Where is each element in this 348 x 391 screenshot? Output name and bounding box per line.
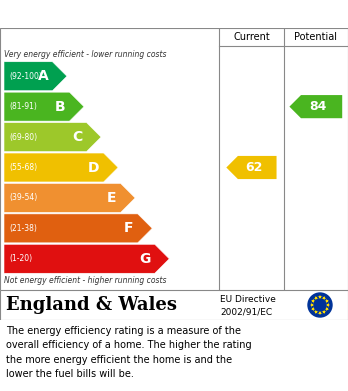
Text: (1-20): (1-20) <box>9 254 32 263</box>
Text: Energy Efficiency Rating: Energy Efficiency Rating <box>9 7 230 22</box>
Polygon shape <box>326 303 330 307</box>
Text: Potential: Potential <box>294 32 337 42</box>
Text: (92-100): (92-100) <box>9 72 42 81</box>
Text: The energy efficiency rating is a measure of the
overall efficiency of a home. T: The energy efficiency rating is a measur… <box>6 326 252 379</box>
Polygon shape <box>311 307 315 311</box>
Polygon shape <box>226 156 277 179</box>
Polygon shape <box>318 295 322 299</box>
Polygon shape <box>290 95 342 118</box>
Text: (81-91): (81-91) <box>9 102 37 111</box>
Text: (69-80): (69-80) <box>9 133 37 142</box>
Polygon shape <box>314 296 318 300</box>
Polygon shape <box>314 310 318 314</box>
Polygon shape <box>322 310 326 314</box>
Text: (39-54): (39-54) <box>9 194 37 203</box>
Polygon shape <box>4 183 135 212</box>
Polygon shape <box>311 299 315 303</box>
Text: G: G <box>140 252 151 266</box>
Text: EU Directive: EU Directive <box>220 295 276 304</box>
Text: E: E <box>107 191 117 205</box>
Polygon shape <box>4 214 152 243</box>
Text: A: A <box>38 69 48 83</box>
Text: Very energy efficient - lower running costs: Very energy efficient - lower running co… <box>4 50 166 59</box>
Text: Not energy efficient - higher running costs: Not energy efficient - higher running co… <box>4 276 166 285</box>
Text: B: B <box>55 100 65 114</box>
Polygon shape <box>4 62 67 91</box>
Text: C: C <box>72 130 82 144</box>
Polygon shape <box>310 303 314 307</box>
Text: D: D <box>88 160 100 174</box>
Polygon shape <box>325 307 329 311</box>
Text: England & Wales: England & Wales <box>6 296 177 314</box>
Polygon shape <box>4 92 84 121</box>
Text: 2002/91/EC: 2002/91/EC <box>220 307 272 316</box>
Polygon shape <box>4 153 118 182</box>
Polygon shape <box>318 311 322 315</box>
Text: Current: Current <box>233 32 270 42</box>
Circle shape <box>308 293 332 317</box>
Polygon shape <box>322 296 326 300</box>
Polygon shape <box>4 244 169 273</box>
Text: F: F <box>124 221 134 235</box>
Polygon shape <box>4 123 101 152</box>
Text: 62: 62 <box>245 161 262 174</box>
Text: 84: 84 <box>309 100 327 113</box>
Polygon shape <box>325 299 329 303</box>
Text: (21-38): (21-38) <box>9 224 37 233</box>
Text: (55-68): (55-68) <box>9 163 37 172</box>
